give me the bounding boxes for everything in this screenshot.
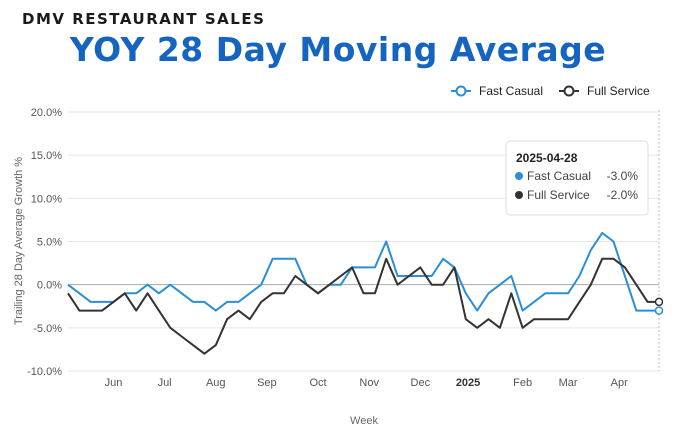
y-tick-label: 0.0% <box>37 280 62 292</box>
x-tick-label: Nov <box>359 377 379 389</box>
x-tick-label: Apr <box>611 377 628 389</box>
x-tick-label: 2025 <box>456 377 480 389</box>
series-line-full-service <box>67 257 659 355</box>
y-axis-title: Trailing 28 Day Average Growth % <box>13 157 25 325</box>
y-tick-label: 20.0% <box>31 107 62 119</box>
hover-marker-fast-casual <box>654 306 664 315</box>
x-tick-label: Feb <box>513 377 532 389</box>
y-tick-label: -5.0% <box>33 323 62 335</box>
tooltip: 2025-04-28 Fast Casual -3.0% Full Servic… <box>505 140 649 216</box>
chart-title: YOY 28 Day Moving Average <box>69 30 607 69</box>
x-tick-labels: Jun Jul Aug Sep Oct Nov Dec 2025 Feb Mar Apr <box>105 377 629 389</box>
y-tick-label: 15.0% <box>31 150 62 162</box>
legend-marker-icon <box>455 85 467 97</box>
legend-item-full-service[interactable]: Full Service <box>559 84 650 98</box>
x-tick-label: Dec <box>411 377 431 389</box>
hover-marker-full-service <box>654 297 664 307</box>
x-tick-label: Jun <box>105 377 123 389</box>
tooltip-label-full-service: Full Service <box>527 188 590 202</box>
legend-marker-icon <box>563 85 575 97</box>
tooltip-value-fast-casual: -3.0% <box>607 169 639 183</box>
y-tick-label: -10.0% <box>27 366 62 378</box>
x-tick-label: Oct <box>309 377 326 389</box>
x-axis-title: Week <box>350 415 378 427</box>
y-tick-label: 10.0% <box>31 193 62 205</box>
tooltip-label-fast-casual: Fast Casual <box>527 169 591 183</box>
tooltip-value-full-service: -2.0% <box>607 188 639 202</box>
y-tick-label: 5.0% <box>37 237 62 249</box>
tooltip-dot-fast-casual <box>515 172 523 180</box>
legend-label-full-service: Full Service <box>587 84 650 98</box>
legend-label-fast-casual: Fast Casual <box>479 84 543 98</box>
y-tick-labels: -10.0% -5.0% 0.0% 5.0% 10.0% 15.0% 20.0% <box>27 107 62 378</box>
tooltip-date: 2025-04-28 <box>516 151 578 165</box>
legend-item-fast-casual[interactable]: Fast Casual <box>451 84 543 98</box>
grid-lines <box>68 111 659 372</box>
tooltip-dot-full-service <box>515 191 523 199</box>
series-line-fast-casual <box>67 231 659 312</box>
x-tick-label: Mar <box>559 377 578 389</box>
legend[interactable]: Fast Casual Full Service <box>451 84 650 98</box>
x-tick-label: Aug <box>206 377 226 389</box>
x-tick-label: Jul <box>158 377 172 389</box>
kicker-title: DMV RESTAURANT SALES <box>22 10 266 28</box>
x-tick-label: Sep <box>257 377 277 389</box>
